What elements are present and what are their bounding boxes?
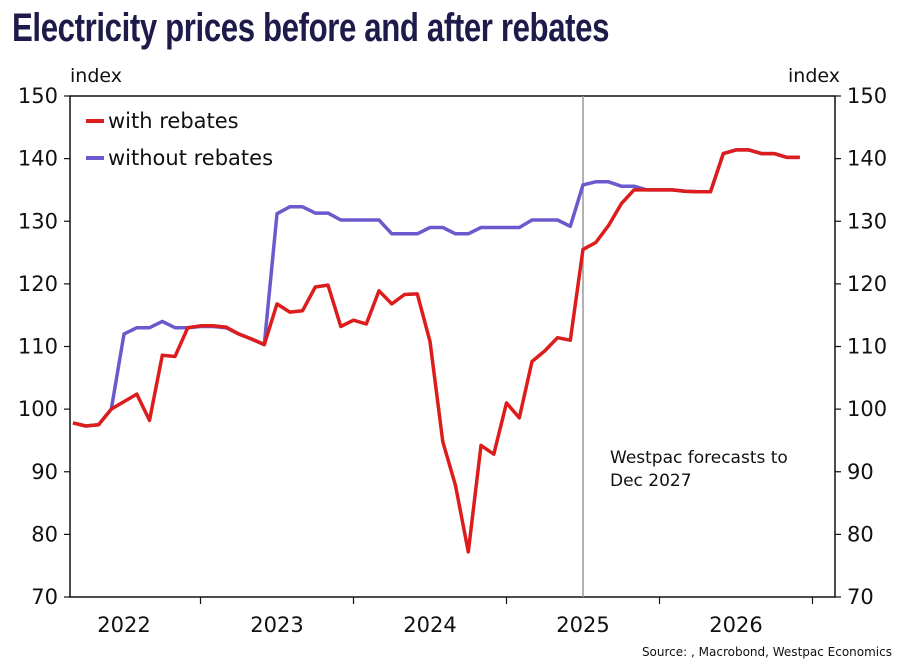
y-tick-label-left: 70 [31,585,58,609]
y-tick-label-left: 120 [18,272,58,296]
y-tick-label-right: 90 [847,460,874,484]
forecast-annotation-line2: Dec 2027 [610,471,692,491]
y-tick-label-left: 100 [18,397,58,421]
forecast-annotation-line1: Westpac forecasts to [610,448,788,468]
y-tick-label-left: 150 [18,84,58,108]
y-tick-label-right: 140 [847,147,887,171]
y-tick-label-right: 120 [847,272,887,296]
plot-frame [69,95,836,598]
legend-without-rebates: without rebates [108,146,273,170]
x-tick-label: 2025 [556,613,609,637]
y-axis-label-right: index [788,65,840,87]
chart-title: Electricity prices before and after reba… [12,6,610,50]
source-note: Source: , Macrobond, Westpac Economics [642,645,892,659]
y-tick-label-right: 100 [847,397,887,421]
legend-with-rebates: with rebates [108,109,239,133]
x-tick-label: 2023 [250,613,303,637]
y-tick-label-left: 90 [31,460,58,484]
y-tick-label-left: 110 [18,335,58,359]
y-tick-label-left: 80 [31,522,58,546]
y-tick-label-left: 130 [18,209,58,233]
y-tick-label-right: 150 [847,84,887,108]
series-line-with-rebates [72,148,800,554]
x-tick-label: 2026 [709,613,762,637]
y-tick-label-right: 80 [847,522,874,546]
y-axis-label-left: index [70,65,122,87]
y-tick-label-right: 130 [847,209,887,233]
y-tick-label-right: 70 [847,585,874,609]
x-tick-label: 2022 [97,613,150,637]
y-tick-label-right: 110 [847,335,887,359]
x-tick-label: 2024 [403,613,456,637]
y-tick-label-left: 140 [18,147,58,171]
